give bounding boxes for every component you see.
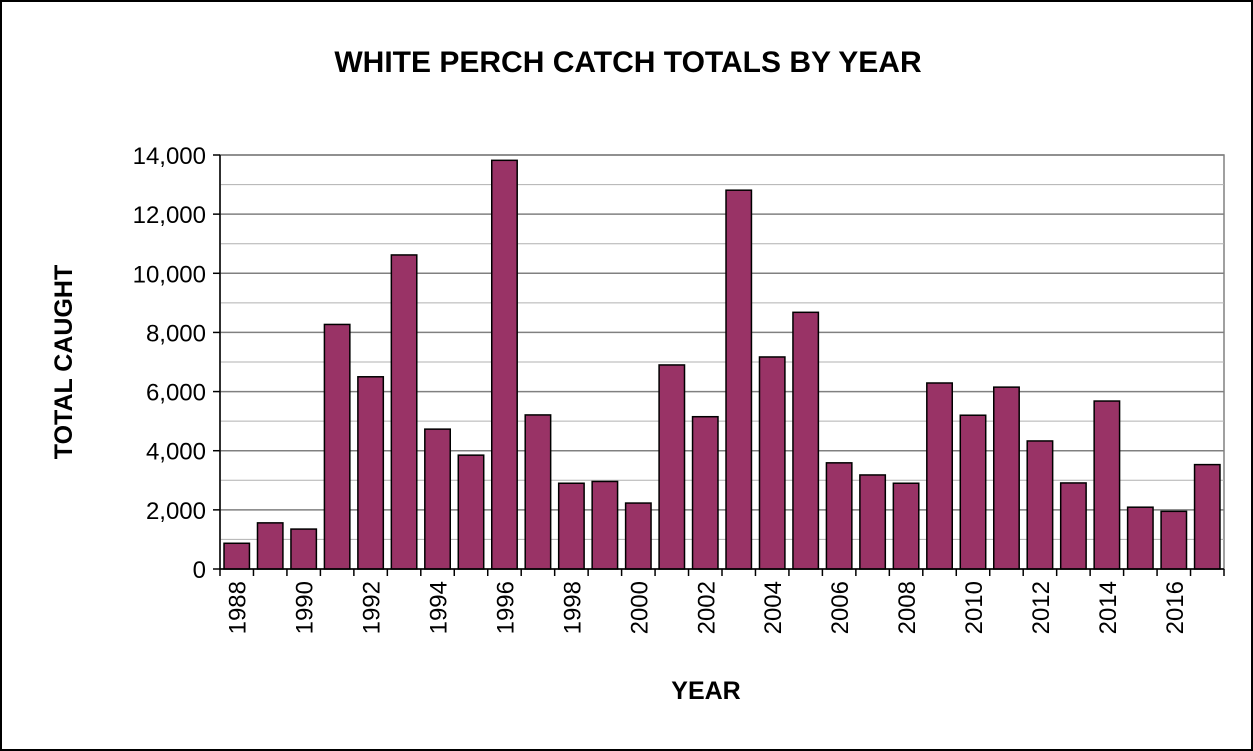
bar-2013 <box>1059 482 1087 570</box>
x-tick-label: 1994 <box>426 581 453 634</box>
bar-2010 <box>959 414 987 570</box>
x-tick-label: 2000 <box>626 581 653 634</box>
x-tick-label: 2014 <box>1095 581 1122 634</box>
bar-1997 <box>524 414 552 570</box>
x-tick-label: 2008 <box>894 581 921 634</box>
x-tick-label: 2002 <box>693 581 720 634</box>
bar-2004 <box>758 356 786 570</box>
bar-1998 <box>557 482 585 570</box>
bar-layer <box>223 159 1221 570</box>
bar-2005 <box>792 311 820 570</box>
x-tick-label: 1996 <box>492 581 519 634</box>
bar-2012 <box>1026 440 1054 570</box>
bar-1992 <box>357 376 385 570</box>
x-tick-label: 2006 <box>827 581 854 634</box>
x-tick-label: 2016 <box>1162 581 1189 634</box>
bar-1989 <box>256 522 284 570</box>
bar-2003 <box>725 189 753 570</box>
y-tick-label: 14,000 <box>133 143 206 170</box>
bar-2014 <box>1093 400 1121 570</box>
y-tick-label: 10,000 <box>133 261 206 288</box>
x-tick-label: 1990 <box>292 581 319 634</box>
x-tick-label: 2012 <box>1028 581 1055 634</box>
bar-2015 <box>1126 506 1154 570</box>
bar-2006 <box>825 462 853 570</box>
bar-2002 <box>691 415 719 570</box>
bar-2011 <box>992 386 1020 570</box>
bar-2017 <box>1193 463 1221 570</box>
bar-1999 <box>591 480 619 570</box>
y-tick-label: 8,000 <box>146 320 206 347</box>
bar-2000 <box>624 502 652 570</box>
y-tick-label: 6,000 <box>146 380 206 407</box>
bar-1996 <box>490 159 518 570</box>
x-tick-label: 1988 <box>225 581 252 634</box>
x-tick-label: 2004 <box>760 581 787 634</box>
bar-1993 <box>390 254 418 570</box>
x-tick-layer: 1988 1990 1992 1994 1996 1998 2000 2002 2004 2006… <box>219 569 1225 634</box>
x-tick-label: 2010 <box>961 581 988 634</box>
bar-2008 <box>892 482 920 570</box>
bar-1990 <box>290 528 318 570</box>
bar-1991 <box>323 323 351 570</box>
x-tick-label: 1992 <box>359 581 386 634</box>
bar-1995 <box>457 454 485 570</box>
bar-2009 <box>926 382 954 570</box>
x-tick-label: 1998 <box>559 581 586 634</box>
bar-1988 <box>223 542 251 570</box>
chart-title: WHITE PERCH CATCH TOTALS BY YEAR <box>334 46 922 79</box>
bar-2016 <box>1160 510 1188 570</box>
y-axis-title: TOTAL CAUGHT <box>50 265 78 459</box>
y-tick-layer: 0 2,000 4,000 6,000 8,000 10,000 12,000 14,000 <box>133 143 220 584</box>
bar-2007 <box>859 474 887 570</box>
bar-1994 <box>424 428 452 570</box>
y-tick-label: 2,000 <box>146 498 206 525</box>
y-tick-label: 12,000 <box>133 202 206 229</box>
bar-2001 <box>658 364 686 570</box>
y-tick-label: 4,000 <box>146 439 206 466</box>
x-axis-title: YEAR <box>671 677 740 705</box>
y-tick-label: 0 <box>193 557 206 584</box>
